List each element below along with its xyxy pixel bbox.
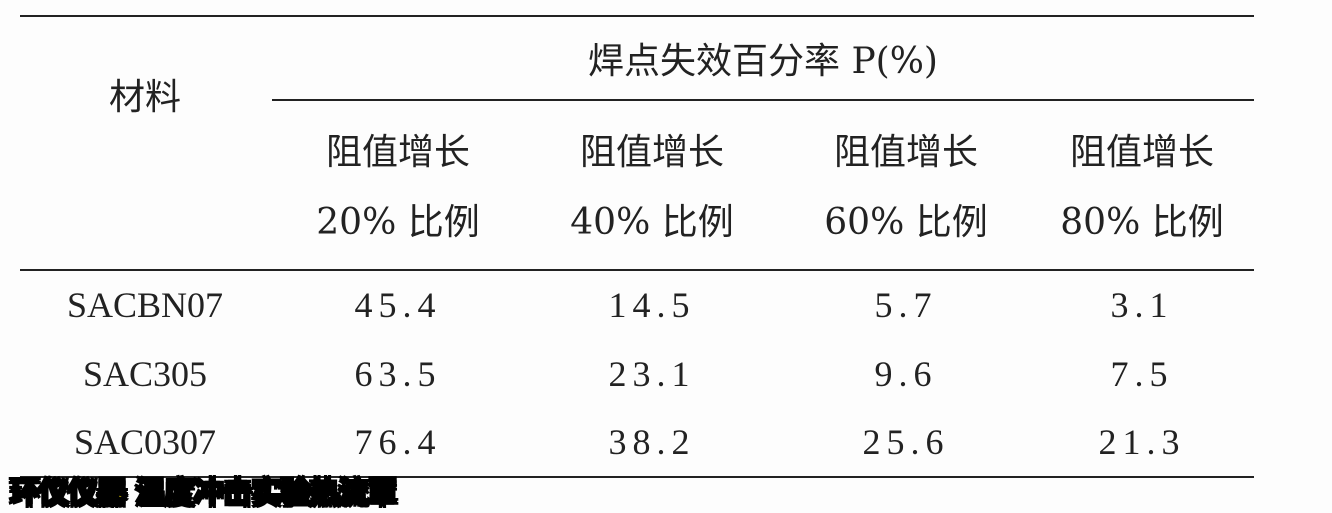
header-rule: [20, 269, 1254, 271]
value-cell: 45.4: [354, 285, 442, 325]
watermark: 环仪仪器 温度冲击实验热流罩: [9, 475, 398, 512]
column-header-line1: 阻值增长: [579, 132, 724, 173]
value-cell: 7.5: [1110, 354, 1174, 394]
material-cell: SAC305: [82, 354, 208, 394]
column-header-line1: 阻值增长: [325, 132, 470, 173]
bottom-rule: [20, 476, 1254, 478]
value-cell: 23.1: [608, 354, 696, 394]
group-header: 焊点失效百分率 P(%): [588, 41, 938, 82]
column-header-line2: 60% 比例: [824, 202, 988, 243]
material-cell: SACBN07: [66, 285, 224, 325]
column-header-line1: 阻值增长: [1069, 132, 1214, 173]
value-cell: 9.6: [874, 354, 938, 394]
value-cell: 5.7: [874, 285, 938, 325]
column-header-line2: 20% 比例: [316, 202, 480, 243]
top-rule: [20, 15, 1254, 17]
value-cell: 14.5: [608, 285, 696, 325]
value-cell: 38.2: [608, 422, 696, 462]
column-header-line2: 80% 比例: [1060, 202, 1224, 243]
group-rule: [272, 99, 1254, 101]
row-header: 材料: [108, 77, 181, 118]
value-cell: 21.3: [1098, 422, 1186, 462]
value-cell: 76.4: [354, 422, 442, 462]
value-cell: 25.6: [862, 422, 950, 462]
column-header-line2: 40% 比例: [570, 202, 734, 243]
column-header-line1: 阻值增长: [833, 132, 978, 173]
value-cell: 63.5: [354, 354, 442, 394]
value-cell: 3.1: [1110, 285, 1174, 325]
material-cell: SAC0307: [73, 422, 217, 462]
